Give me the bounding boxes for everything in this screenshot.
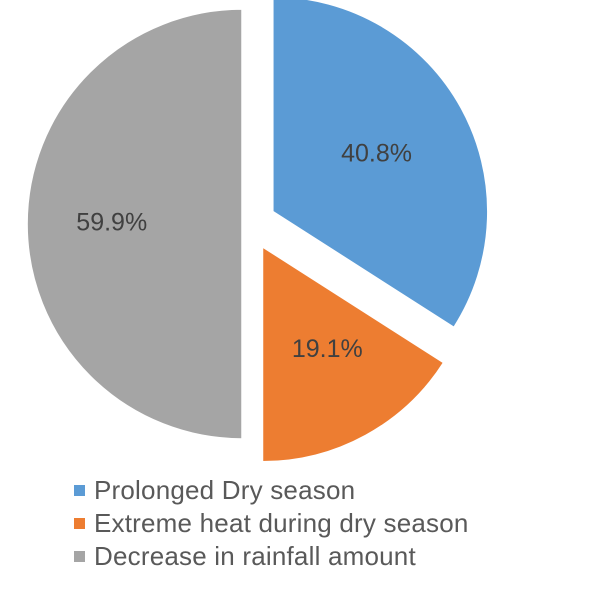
legend-item-decrease-in-rainfall: Decrease in rainfall amount bbox=[74, 540, 589, 573]
pie-slice-prolonged-dry-season bbox=[272, 0, 489, 329]
pie-slice-extreme-heat-during-dry-season bbox=[261, 245, 445, 463]
pie-chart-plot: 40.8% 19.1% 59.9% bbox=[26, 0, 489, 463]
data-label-prolonged-dry-season: 40.8% bbox=[341, 139, 412, 167]
data-label-decrease-in-rainfall-amount: 59.9% bbox=[76, 209, 147, 237]
legend-swatch-prolonged-dry-season bbox=[74, 485, 85, 496]
legend-swatch-decrease-in-rainfall bbox=[74, 551, 85, 562]
legend-label-decrease-in-rainfall: Decrease in rainfall amount bbox=[94, 541, 416, 571]
legend-item-prolonged-dry-season: Prolonged Dry season bbox=[74, 474, 589, 507]
legend-swatch-extreme-heat bbox=[74, 518, 85, 529]
legend-label-prolonged-dry-season: Prolonged Dry season bbox=[94, 475, 356, 505]
legend: Prolonged Dry season Extreme heat during… bbox=[74, 474, 589, 573]
pie-slice-decrease-in-rainfall-amount bbox=[26, 8, 243, 440]
data-label-extreme-heat-during-dry-season: 19.1% bbox=[292, 335, 363, 363]
legend-item-extreme-heat: Extreme heat during dry season bbox=[74, 507, 589, 540]
legend-label-extreme-heat: Extreme heat during dry season bbox=[94, 508, 469, 538]
